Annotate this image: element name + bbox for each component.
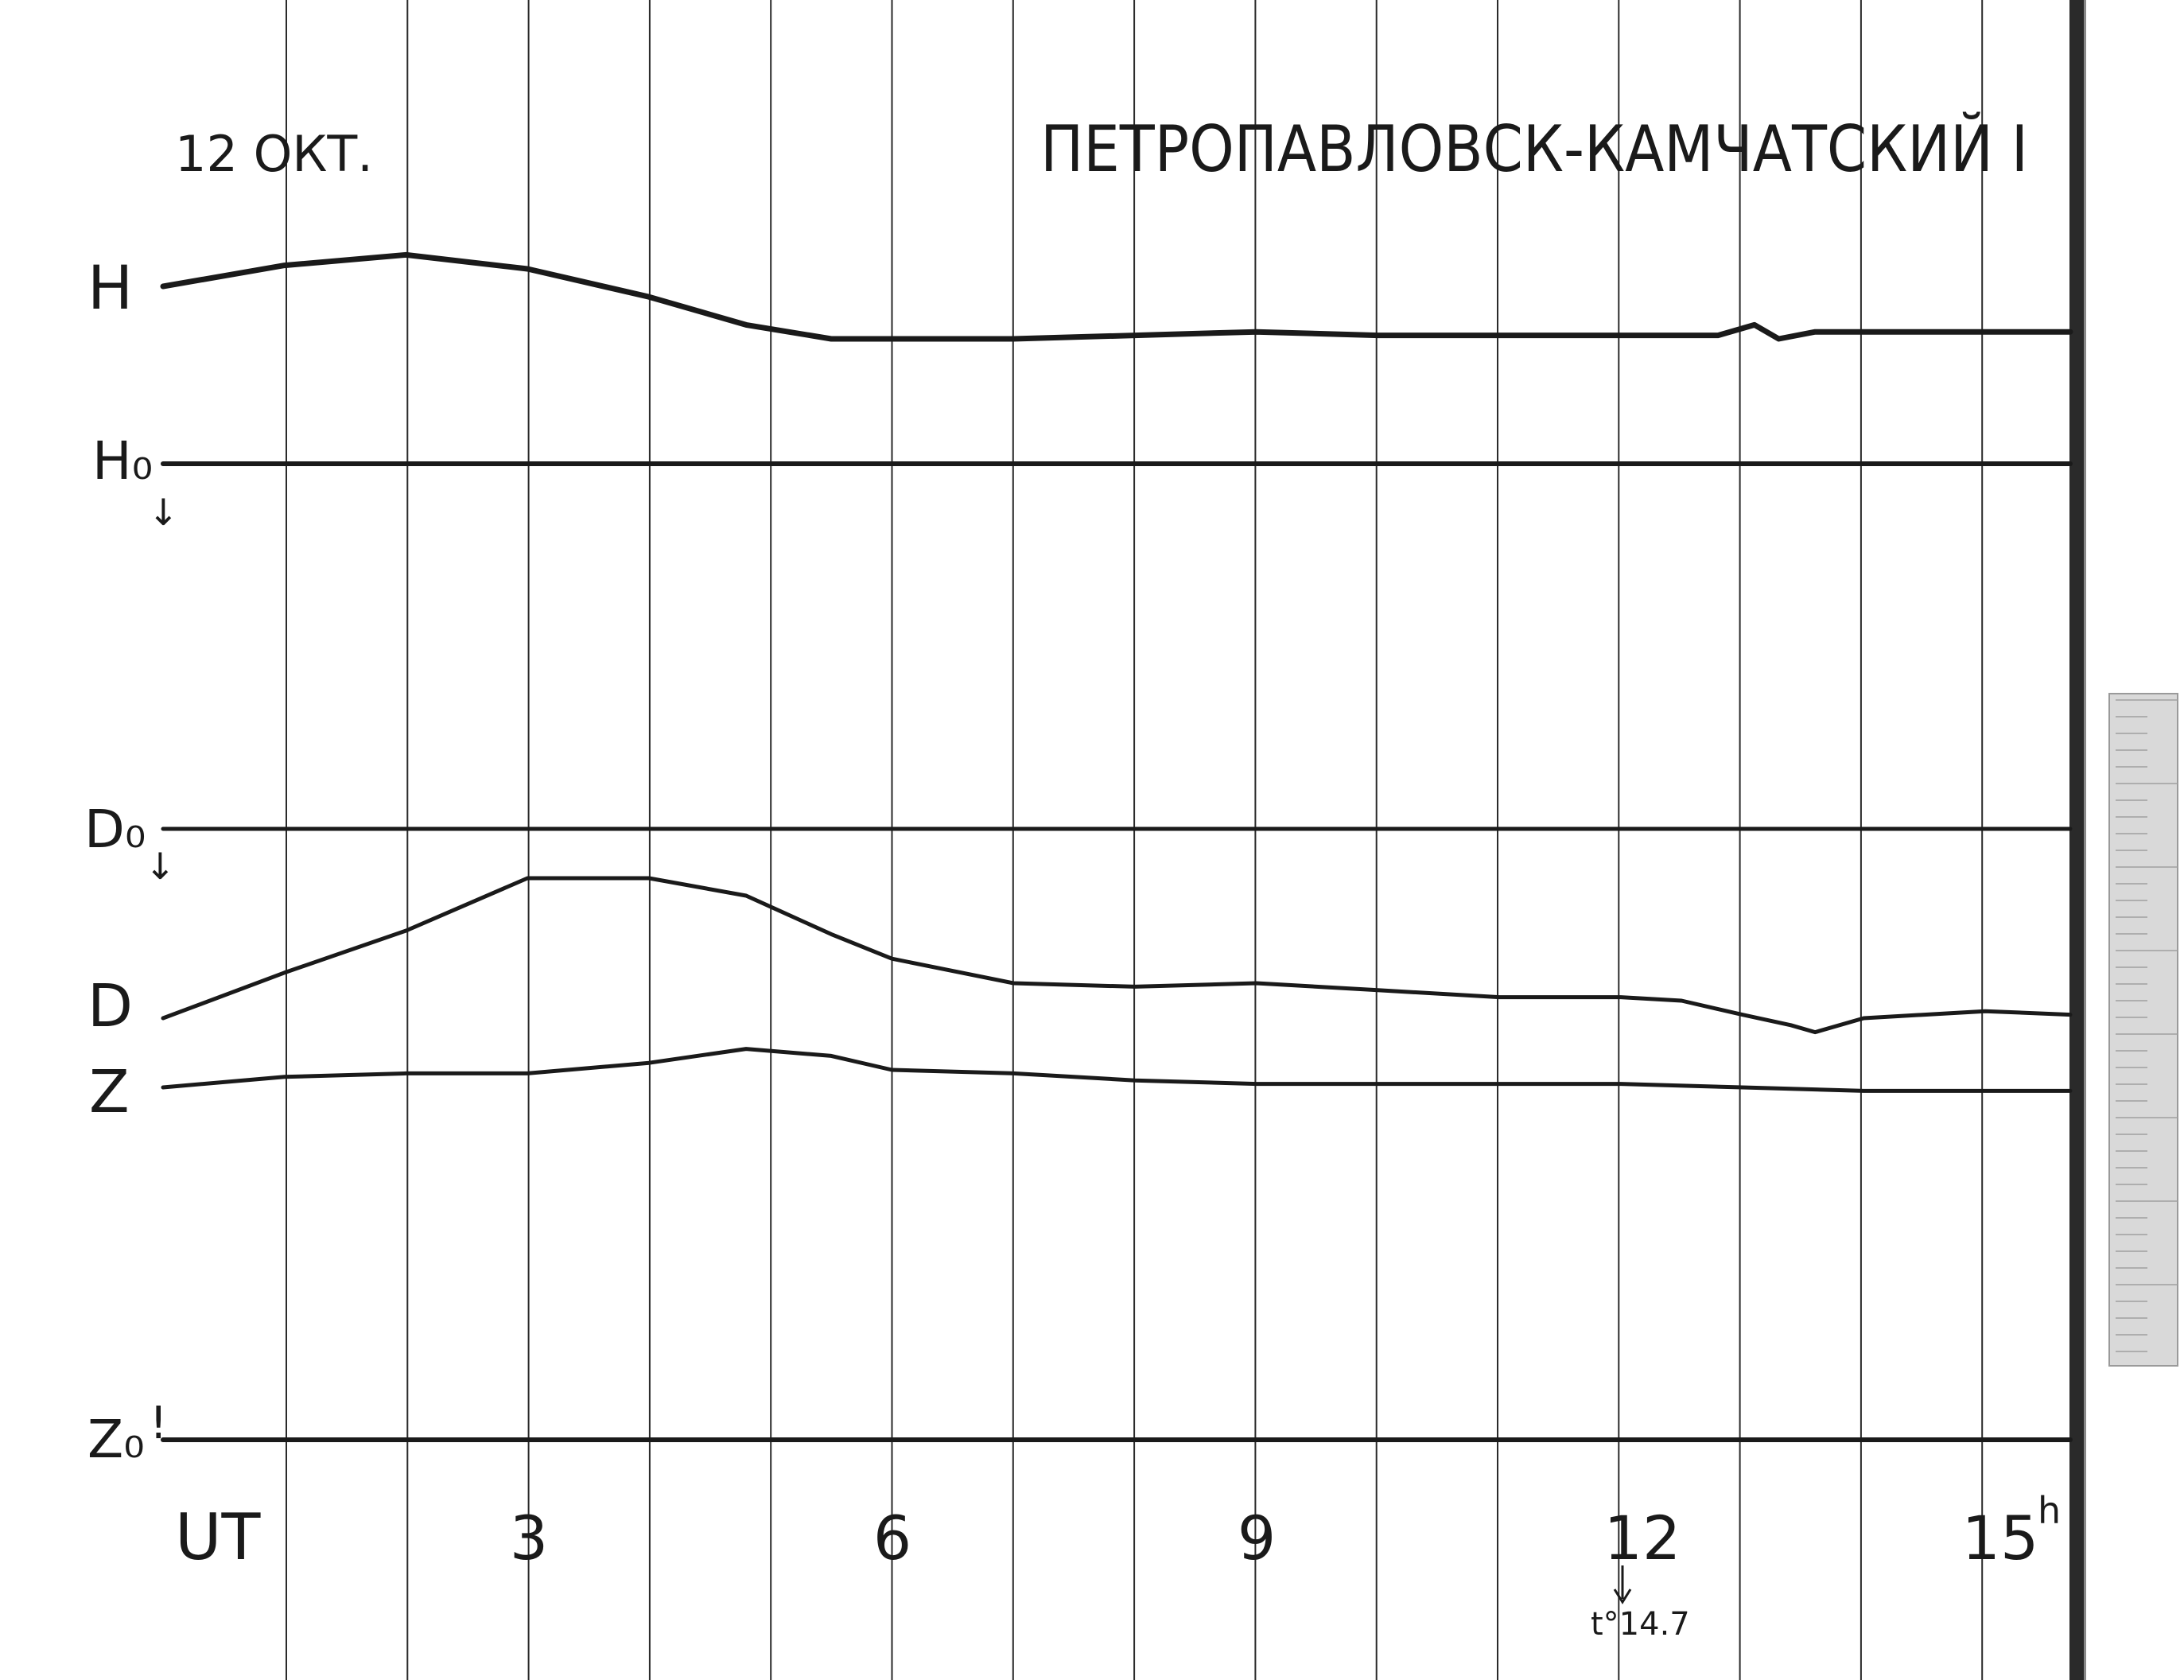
- axis-label-UT: UT: [175, 1500, 262, 1574]
- channel-label-H: H: [87, 252, 133, 323]
- right-border-edge: [2084, 0, 2086, 1680]
- temperature-annotation: t°14.7: [1591, 1606, 1690, 1643]
- hour-unit-label: h: [2038, 1489, 2061, 1532]
- trace-H: [160, 251, 2073, 342]
- arrow-down-icon: ↓: [145, 845, 176, 888]
- tick-label-3: 3: [510, 1503, 548, 1573]
- arrow-down-icon: [1613, 1589, 1632, 1604]
- trace-Z: [161, 1047, 2073, 1093]
- date-label: 12 ОКТ.: [175, 125, 373, 183]
- tick-label-9: 9: [1238, 1503, 1276, 1573]
- arrow-down-icon: ↓: [148, 491, 179, 534]
- right-border-bar: [2069, 0, 2084, 1680]
- channel-label-H0: H₀: [92, 430, 153, 492]
- trace-D: [161, 876, 2073, 1035]
- station-title: ПЕТРОПАВЛОВСК-КАМЧАТСКИЙ I: [1040, 111, 2028, 186]
- exclamation-icon: !: [150, 1398, 167, 1449]
- channel-label-Z: Z: [89, 1058, 130, 1126]
- tick-label-12: 12: [1604, 1503, 1681, 1573]
- hour-gridlines: [286, 0, 1984, 1680]
- tick-label-6: 6: [873, 1503, 911, 1573]
- channel-label-D: D: [87, 972, 133, 1040]
- channel-label-D0: D₀: [84, 799, 146, 860]
- magnetogram-traces: [160, 251, 2073, 1442]
- tick-label-15: 15: [1962, 1503, 2039, 1573]
- channel-label-Z0: Z₀: [87, 1409, 145, 1470]
- scale-strip: [2108, 693, 2178, 1367]
